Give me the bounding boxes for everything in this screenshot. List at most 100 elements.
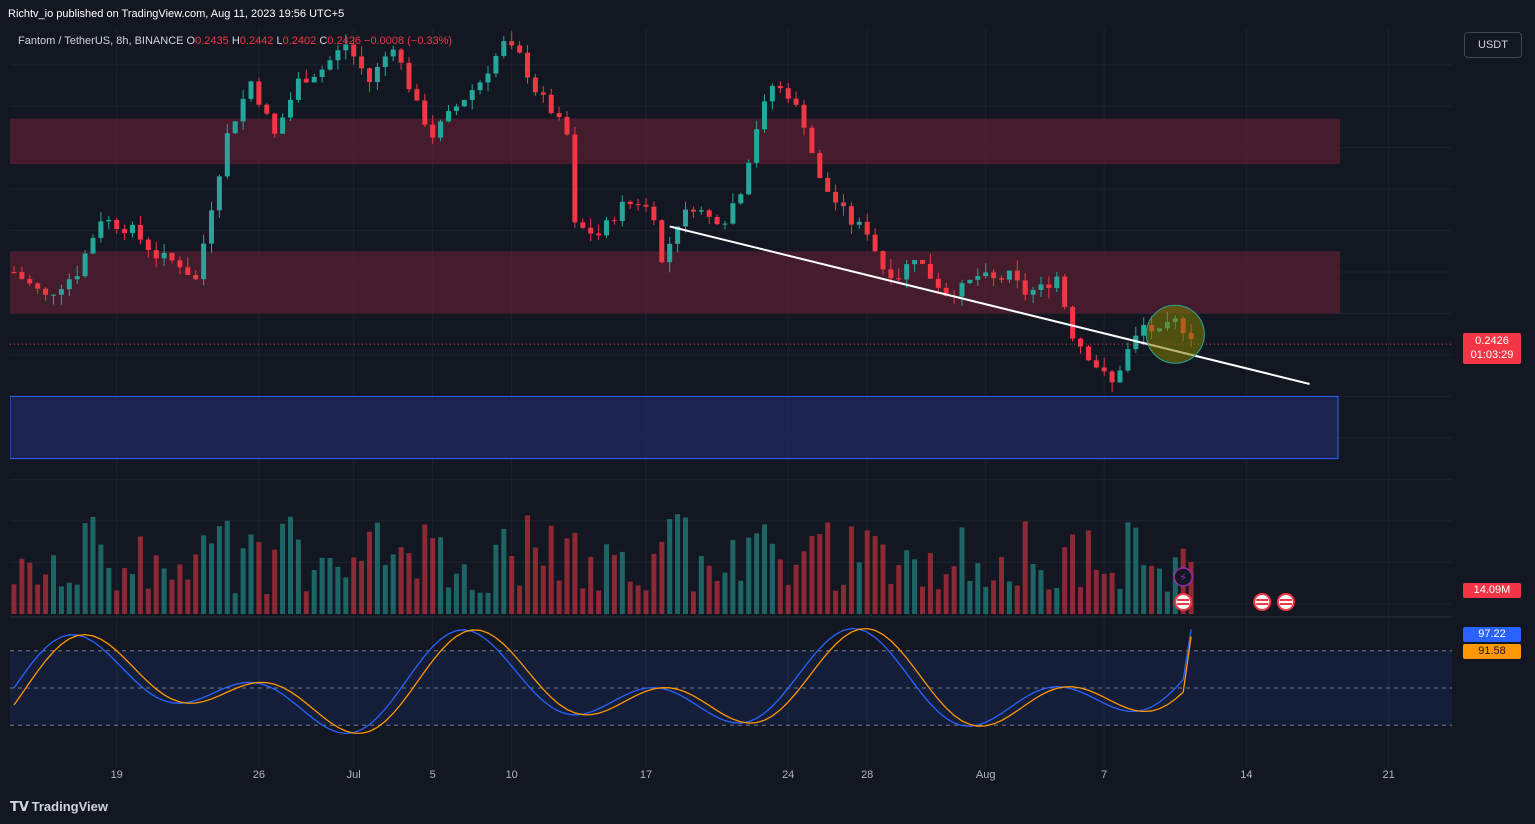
volume-bar xyxy=(912,559,918,614)
volume-bar xyxy=(256,542,262,614)
resistance-lower-zone xyxy=(10,251,1340,314)
volume-bar xyxy=(525,515,530,614)
candle-body xyxy=(809,127,815,154)
volume-bar xyxy=(596,590,602,614)
chart-area[interactable]: 0.31000.30000.29000.28000.27000.26000.25… xyxy=(10,28,1452,790)
volume-bar xyxy=(572,532,578,614)
volume-bar xyxy=(90,516,96,614)
volume-bar xyxy=(793,564,799,614)
volume-bar xyxy=(288,516,293,614)
volume-bar xyxy=(967,580,973,614)
candle-body xyxy=(1070,306,1076,339)
x-tick-label: 28 xyxy=(861,769,873,781)
tradingview-logo[interactable]: 𝗧𝗩 TradingView xyxy=(10,799,108,815)
candle-body xyxy=(525,52,530,78)
x-tick-label: 7 xyxy=(1101,769,1107,781)
candle-body xyxy=(611,220,617,222)
volume-bar xyxy=(991,580,997,614)
candle-body xyxy=(501,41,507,56)
resistance-upper-zone xyxy=(10,118,1340,165)
volume-bar xyxy=(959,527,965,614)
volume-bar xyxy=(643,590,649,614)
candle-body xyxy=(327,60,333,70)
candle-body xyxy=(1038,284,1044,290)
volume-bar xyxy=(833,590,839,614)
volume-bar xyxy=(1093,569,1099,614)
candle-body xyxy=(596,233,602,236)
candle-body xyxy=(1046,284,1052,289)
volume-bar xyxy=(469,589,475,614)
candle-body xyxy=(572,134,578,223)
candle-body xyxy=(240,98,246,122)
volume-bar xyxy=(698,556,704,614)
currency-button[interactable]: USDT xyxy=(1464,32,1522,58)
x-tick-label: 10 xyxy=(506,769,518,781)
volume-bar xyxy=(1078,586,1083,614)
us-flag-stripe xyxy=(1256,603,1269,605)
volume-bar xyxy=(327,558,333,614)
candle-body xyxy=(509,41,515,46)
volume-bar xyxy=(161,568,167,614)
candle-body xyxy=(864,221,870,235)
volume-bar xyxy=(446,587,451,614)
candle-body xyxy=(659,220,665,263)
candle-body xyxy=(311,76,317,83)
candle-body xyxy=(856,221,862,225)
candle-body xyxy=(335,50,341,61)
volume-bar xyxy=(122,568,128,614)
candle-body xyxy=(920,260,925,264)
symbol-name: Fantom / TetherUS, 8h, BINANCE xyxy=(18,35,184,47)
candle-body xyxy=(841,202,846,207)
volume-tag: 14.09M xyxy=(1463,583,1521,598)
candle-body xyxy=(35,283,41,289)
volume-bar xyxy=(943,574,949,614)
candle-body xyxy=(256,81,262,105)
candle-body xyxy=(390,49,396,57)
volume-bar xyxy=(588,557,594,614)
candle-body xyxy=(777,85,783,89)
volume-bar xyxy=(817,534,823,614)
candle-body xyxy=(1133,335,1139,350)
volume-bar xyxy=(604,544,609,614)
candle-body xyxy=(517,45,523,53)
candle-body xyxy=(209,210,214,244)
candle-body xyxy=(319,69,325,77)
stoch-k-tag: 97.22 xyxy=(1463,627,1521,642)
volume-bar xyxy=(635,585,641,614)
volume-bar xyxy=(619,551,625,614)
candle-body xyxy=(746,162,752,195)
candle-body xyxy=(406,62,412,90)
x-tick-label: Jul xyxy=(347,769,361,781)
candle-body xyxy=(1125,349,1131,371)
price-chart[interactable]: 0.31000.30000.29000.28000.27000.26000.25… xyxy=(10,28,1452,790)
candle-body xyxy=(303,78,309,83)
volume-bar xyxy=(762,524,767,614)
volume-bar xyxy=(548,525,554,614)
volume-bar xyxy=(1022,521,1028,614)
volume-bar xyxy=(999,557,1004,614)
volume-bar xyxy=(114,590,120,614)
candle-body xyxy=(359,56,365,69)
volume-bar xyxy=(390,554,396,614)
volume-bar xyxy=(746,537,752,614)
volume-bar xyxy=(809,535,815,614)
candle-body xyxy=(461,100,467,107)
volume-bar xyxy=(66,582,72,614)
volume-bar xyxy=(1054,588,1060,614)
candle-body xyxy=(556,113,562,118)
candle-body xyxy=(706,210,712,217)
volume-bar xyxy=(398,547,404,614)
volume-bar xyxy=(422,524,428,614)
volume-bar xyxy=(351,557,357,614)
volume-bar xyxy=(651,553,657,614)
candle-body xyxy=(927,263,933,279)
candle-body xyxy=(880,251,886,270)
candle-body xyxy=(27,278,33,284)
volume-bar xyxy=(1164,591,1170,614)
volume-bar xyxy=(841,584,846,614)
candle-body xyxy=(588,227,594,234)
candle-body xyxy=(564,117,570,135)
volume-bar xyxy=(137,536,143,614)
candle-body xyxy=(169,252,175,261)
volume-bar xyxy=(193,554,199,614)
